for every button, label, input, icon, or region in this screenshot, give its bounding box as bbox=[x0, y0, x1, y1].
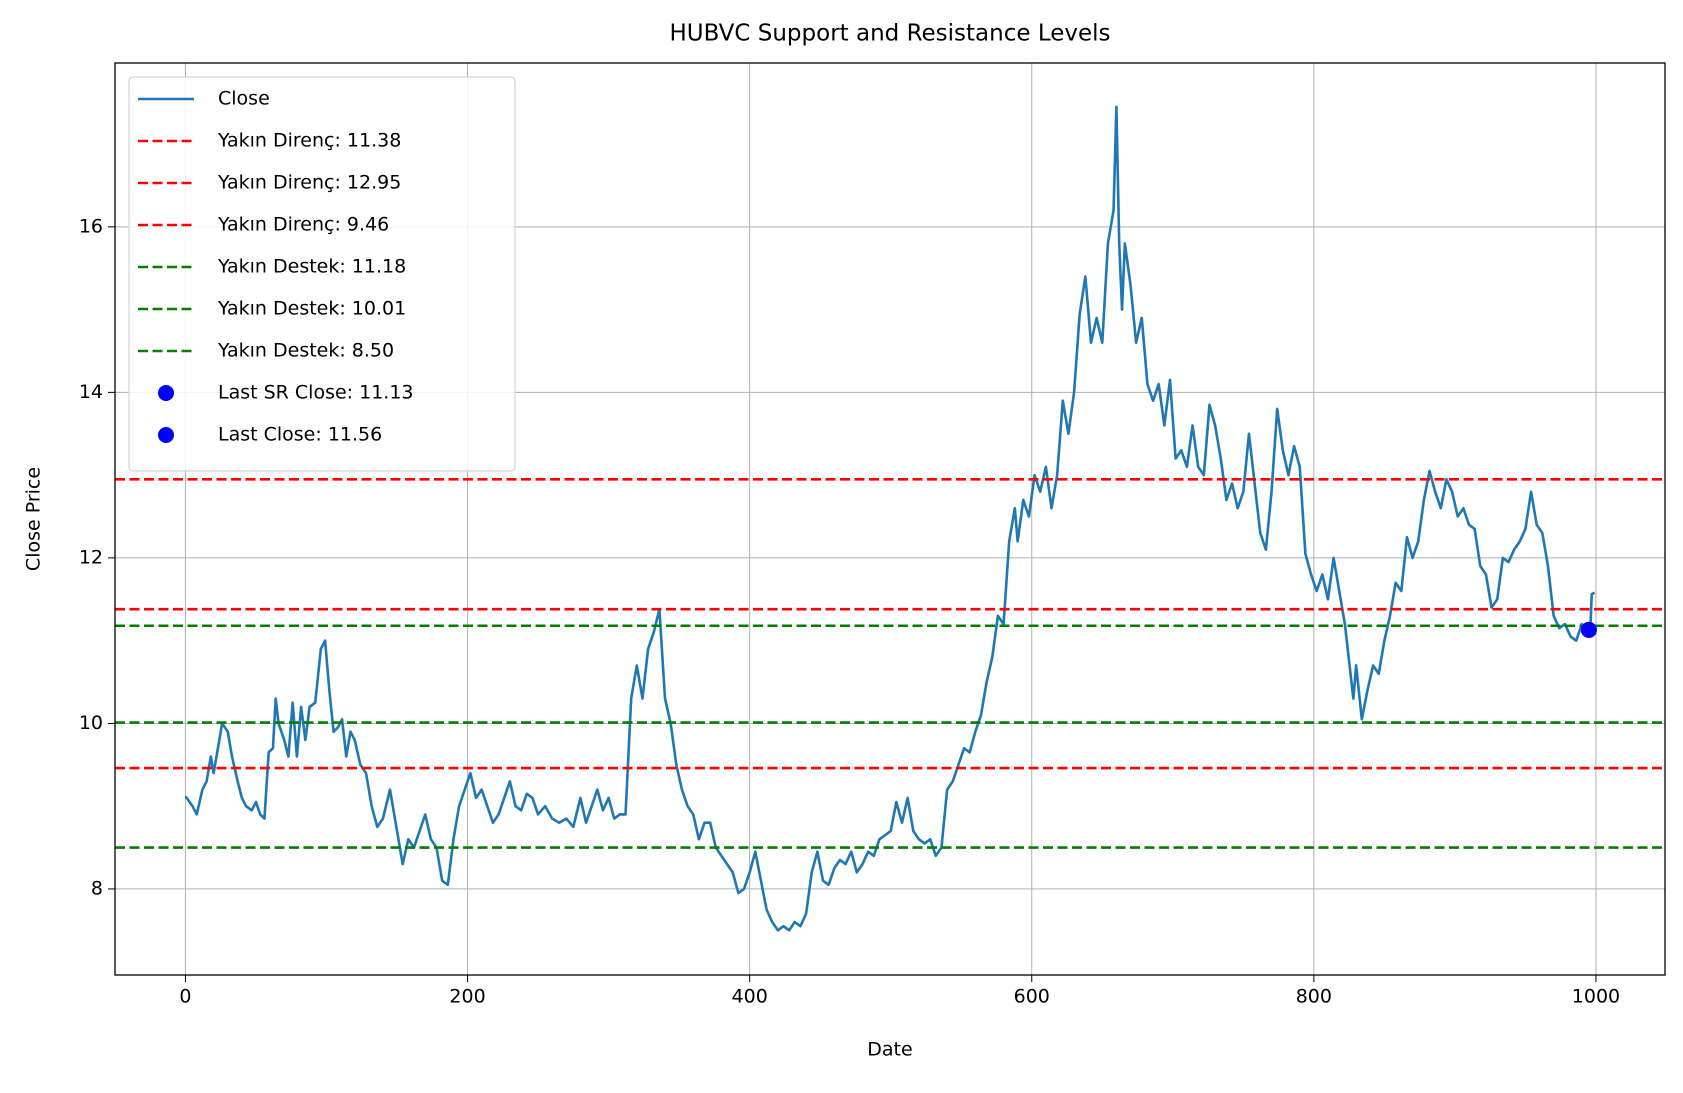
legend-label: Yakın Direnç: 11.38 bbox=[217, 130, 401, 152]
legend-marker bbox=[158, 385, 174, 401]
x-tick-label: 0 bbox=[179, 986, 191, 1008]
line-series bbox=[184, 105, 1596, 932]
x-tick-label: 200 bbox=[449, 986, 485, 1008]
y-tick-label: 12 bbox=[79, 546, 103, 568]
chart-title: HUBVC Support and Resistance Levels bbox=[669, 21, 1110, 47]
x-tick-label: 600 bbox=[1014, 986, 1050, 1008]
legend-label: Yakın Direnç: 12.95 bbox=[217, 172, 401, 194]
x-tick-label: 400 bbox=[732, 986, 768, 1008]
x-axis-label: Date bbox=[867, 1039, 912, 1061]
y-axis-label: Close Price bbox=[23, 467, 45, 571]
legend-label: Yakın Destek: 8.50 bbox=[217, 340, 394, 362]
x-tick-label: 800 bbox=[1296, 986, 1332, 1008]
y-tick-label: 16 bbox=[79, 215, 103, 237]
y-tick-label: 8 bbox=[91, 877, 103, 899]
x-tick-label: 1000 bbox=[1572, 986, 1620, 1008]
point bbox=[1580, 621, 1597, 638]
legend-label: Yakın Destek: 11.18 bbox=[217, 256, 406, 278]
legend-box bbox=[128, 76, 516, 472]
legend-marker bbox=[158, 427, 174, 443]
y-tick-label: 10 bbox=[79, 712, 103, 734]
legend-label: Yakın Direnç: 9.46 bbox=[217, 214, 389, 236]
legend-label: Close bbox=[218, 88, 270, 110]
legend-label: Yakın Destek: 10.01 bbox=[217, 298, 406, 320]
legend: Close Yakın Direnç: 11.38 Yakın Direnç: 12… bbox=[128, 76, 516, 472]
plot-frame bbox=[114, 62, 1666, 976]
y-tick-label: 14 bbox=[79, 381, 103, 403]
legend-label: Last Close: 11.56 bbox=[218, 424, 382, 446]
legend-label: Last SR Close: 11.13 bbox=[218, 382, 414, 404]
